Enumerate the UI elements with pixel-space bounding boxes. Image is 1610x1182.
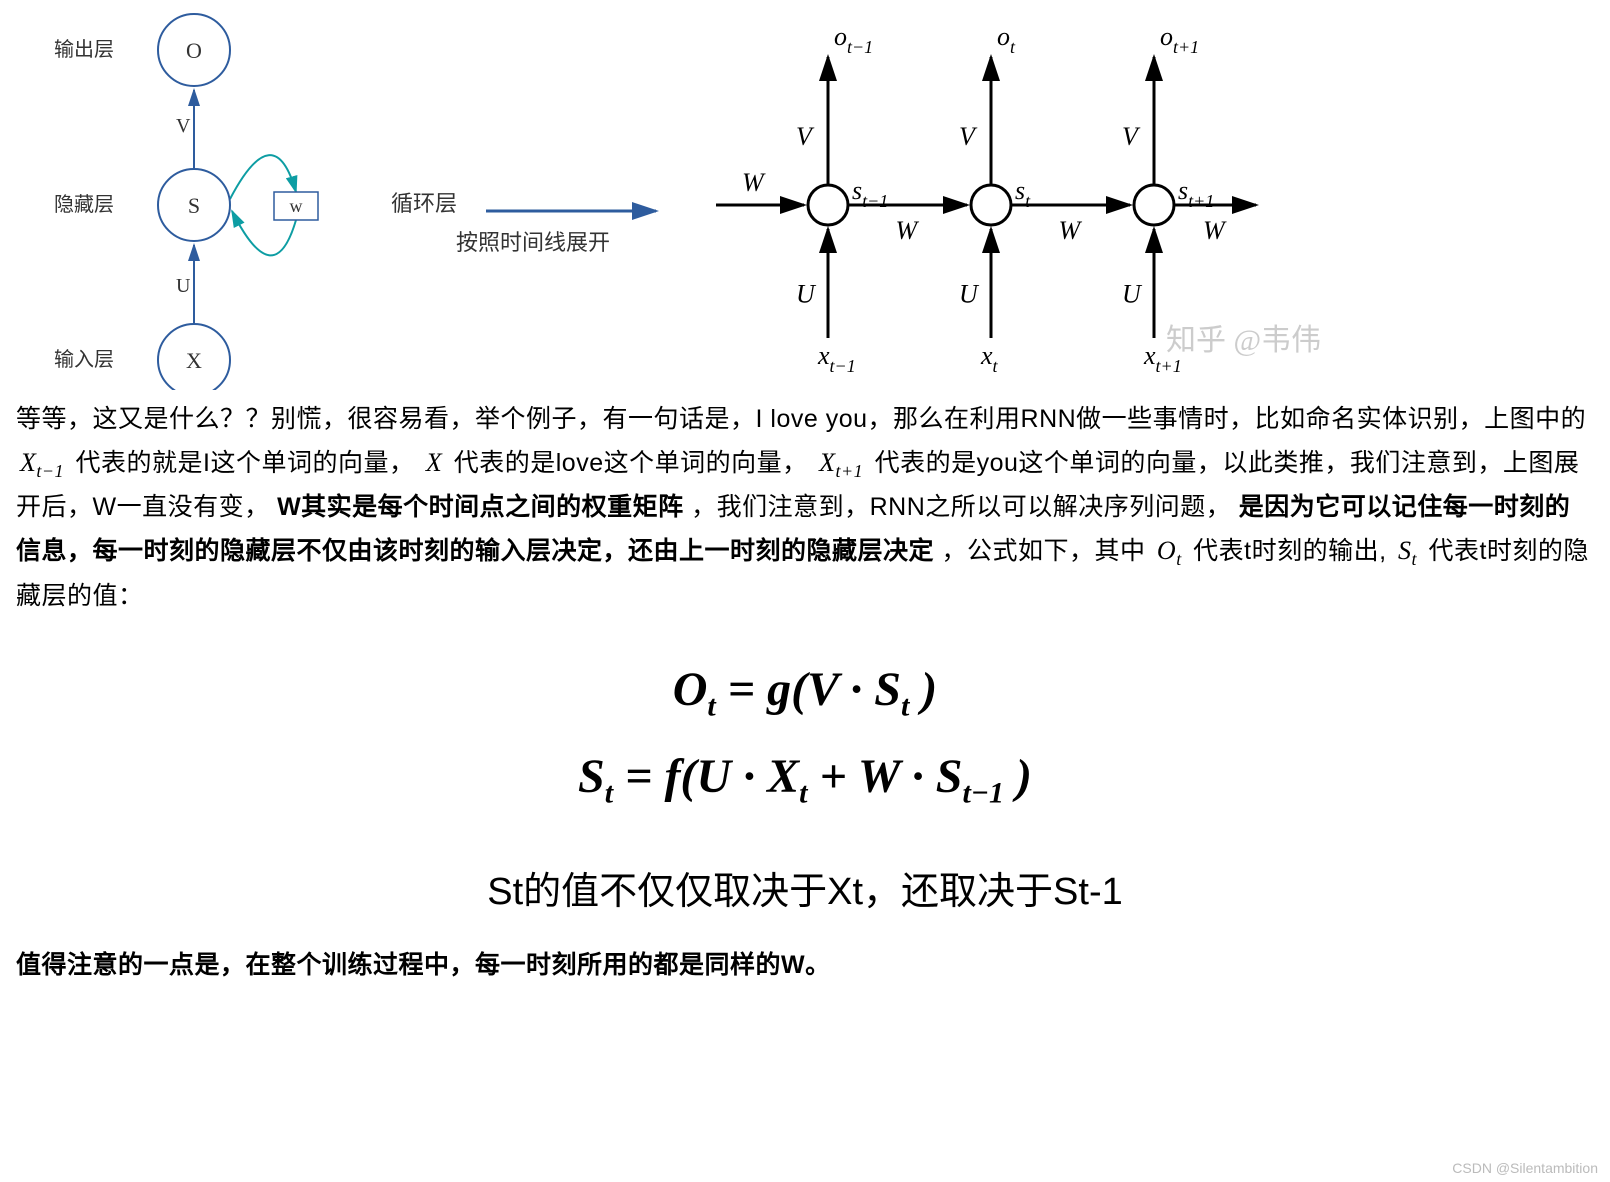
watermark-zhihu: 知乎 @韦伟: [1166, 324, 1321, 357]
v-label: V: [796, 122, 815, 151]
math-x: X: [422, 448, 446, 477]
o-label: ot+1: [1160, 22, 1199, 57]
edge-label: V: [176, 115, 191, 137]
edge-label: U: [176, 275, 191, 297]
u-label: U: [1122, 280, 1143, 309]
node-label: S: [188, 193, 200, 218]
explanation-paragraph: 等等，这又是什么？？别慌，很容易看，举个例子，有一句话是，I love you，…: [16, 398, 1594, 617]
w-label: W: [1203, 216, 1227, 245]
w-label: W: [1059, 216, 1083, 245]
formula-st: St = f(U · Xt + W · St−1 ): [16, 734, 1594, 821]
middle-label: 循环层: [391, 191, 457, 216]
node-label: X: [186, 348, 202, 373]
watermark-csdn: CSDN @Silentambition: [1452, 1160, 1598, 1176]
diagram-svg: 输出层隐藏层输入层VUwOSX循环层按照时间线展开知乎 @韦伟Wst−1ot−1…: [16, 10, 1596, 390]
s-node: [808, 185, 848, 225]
rnn-diagram: 输出层隐藏层输入层VUwOSX循环层按照时间线展开知乎 @韦伟Wst−1ot−1…: [16, 10, 1594, 390]
math-st: St: [1394, 536, 1421, 565]
math-xt-1: Xt−1: [16, 448, 68, 477]
formulas-block: Ot = g(V · St ) St = f(U · Xt + W · St−1…: [16, 647, 1594, 820]
w-label: w: [290, 196, 303, 216]
o-label: ot: [997, 22, 1016, 57]
para-text: 代表t时刻的输出,: [1193, 537, 1394, 565]
para-text: 代表的就是I这个单词的向量，: [76, 449, 415, 477]
para-text: 等等，这又是什么？？别慌，很容易看，举个例子，有一句话是，I love you，…: [16, 405, 1586, 433]
w-label: W: [896, 216, 920, 245]
bold-1: W其实是每个时间点之间的权重矩阵: [277, 493, 684, 521]
math-xt+1: Xt+1: [815, 448, 867, 477]
final-note: 值得注意的一点是，在整个训练过程中，每一时刻所用的都是同样的W。: [16, 945, 1594, 981]
v-label: V: [959, 122, 978, 151]
s-node: [1134, 185, 1174, 225]
x-label: xt: [980, 341, 999, 376]
subtitle-text: St的值不仅仅取决于Xt，还取决于St-1: [16, 860, 1594, 915]
formula-ot: Ot = g(V · St ): [16, 647, 1594, 734]
u-label: U: [959, 280, 980, 309]
u-label: U: [796, 280, 817, 309]
layer-label: 输出层: [54, 38, 114, 61]
layer-label: 隐藏层: [54, 193, 114, 216]
para-text: ，我们注意到，RNN之所以可以解决序列问题，: [691, 493, 1231, 521]
para-text: 代表的是love这个单词的向量，: [454, 449, 808, 477]
math-ot: Ot: [1153, 536, 1186, 565]
node-label: O: [186, 38, 202, 63]
x-label: xt−1: [817, 341, 856, 376]
middle-label: 按照时间线展开: [456, 230, 610, 255]
layer-label: 输入层: [54, 348, 114, 371]
v-label: V: [1122, 122, 1141, 151]
o-label: ot−1: [834, 22, 873, 57]
para-text: ，公式如下，其中: [941, 537, 1152, 565]
w-label: W: [742, 168, 766, 197]
s-node: [971, 185, 1011, 225]
